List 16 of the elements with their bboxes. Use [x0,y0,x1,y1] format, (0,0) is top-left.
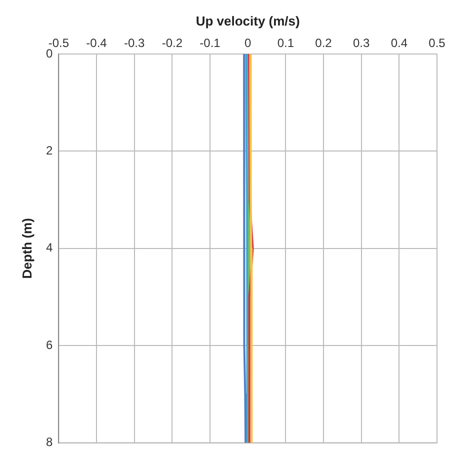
y-tick-label: 8 [46,435,53,450]
x-tick-label: -0.2 [162,36,183,50]
y-tick-label: 6 [46,338,53,352]
x-tick-label: 0.1 [277,36,294,50]
x-axis-title: Up velocity (m/s) [196,13,300,28]
x-tick-label: 0.3 [352,36,370,50]
x-tick-label: 0.2 [315,36,332,50]
x-tick-label: 0 [244,36,252,50]
x-tick-label: -0.3 [124,36,145,50]
x-tick-label: -0.4 [86,36,108,50]
x-tick-label: 0.4 [390,36,408,50]
x-tick-label: -0.1 [200,36,221,50]
y-tick-label: 2 [46,144,53,158]
y-axis-title: Depth (m) [20,218,35,279]
y-tick-label: 4 [46,240,53,255]
x-tick-label: 0.5 [428,36,446,50]
